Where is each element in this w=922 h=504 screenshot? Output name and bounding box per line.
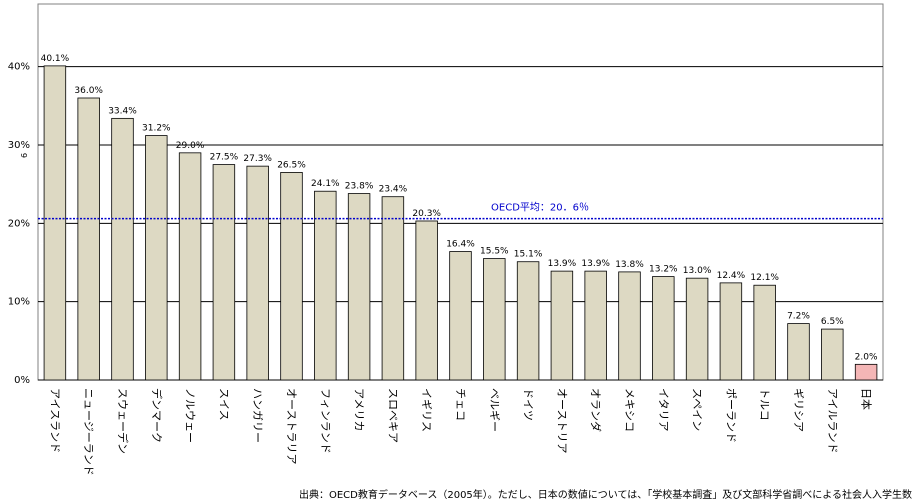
bar <box>43 65 67 381</box>
category-label: メキシコ <box>623 388 636 432</box>
category-label: フィンランド <box>319 388 332 454</box>
bar <box>652 276 675 381</box>
category-label: ハンガリー <box>251 388 264 443</box>
category-label: デンマーク <box>150 388 164 443</box>
category-labels: アイスランド ニュージーランド スウェーデン デンマーク ノルウェー スイス ハンガリー オー… <box>48 388 873 476</box>
category-label: 日本 <box>860 388 874 410</box>
category-label: ポーランド <box>724 388 737 443</box>
y-axis-ticks: 0% 10% 20% 30% 40% <box>8 62 30 386</box>
category-label: オーストリア <box>555 388 568 453</box>
data-label: 29.0% <box>176 141 205 151</box>
category-label: ベルギー <box>488 388 501 432</box>
data-label: 23.4% <box>379 185 408 195</box>
oecd-average-line: OECD平均：20．6％ <box>38 202 883 220</box>
bar <box>618 271 641 381</box>
y-tick-label: 40% <box>8 62 30 73</box>
y-tick-label: 10% <box>8 297 30 308</box>
category-label: アイルランド <box>826 388 839 453</box>
bar <box>77 97 100 381</box>
data-label: 16.4% <box>446 240 475 250</box>
data-label: 12.4% <box>717 271 746 281</box>
bar <box>719 282 743 381</box>
bar <box>347 193 371 381</box>
data-label: 13.0% <box>683 266 712 276</box>
bar <box>246 165 269 381</box>
stray-axis-mark: 6 <box>20 153 29 158</box>
bar <box>314 190 337 381</box>
bar <box>449 251 472 381</box>
bar <box>584 270 607 381</box>
category-label: アメリカ <box>353 388 366 431</box>
category-label: チェコ <box>454 388 467 421</box>
data-label: 13.9% <box>581 259 610 269</box>
data-label: 23.8% <box>345 182 374 192</box>
data-label: 31.2% <box>142 124 171 134</box>
y-tick-label: 20% <box>8 218 30 229</box>
data-label: 33.4% <box>108 106 137 116</box>
data-labels: 40.1% 36.0% 33.4% 31.2% 29.0% 27.5% 27.3% 26.5%… <box>41 54 878 362</box>
data-label: 13.2% <box>649 265 678 275</box>
category-label: ノルウェー <box>184 388 197 443</box>
category-label: スイス <box>217 388 230 421</box>
data-label: 12.1% <box>750 273 779 283</box>
data-label: 15.5% <box>480 247 509 257</box>
category-label: ドイツ <box>522 388 535 421</box>
category-label: ギリシア <box>792 388 805 432</box>
category-label: トルコ <box>758 388 771 421</box>
data-label: 24.1% <box>311 179 340 189</box>
bar <box>212 164 236 381</box>
y-tick-label: 30% <box>8 140 30 151</box>
category-label: アイスランド <box>48 388 61 453</box>
bar <box>550 270 574 381</box>
bar <box>111 117 134 381</box>
data-label: 6.5% <box>821 317 844 327</box>
bar <box>145 135 168 381</box>
data-label: 40.1% <box>41 54 70 64</box>
bar <box>753 284 776 381</box>
data-label: 15.1% <box>514 250 543 260</box>
data-label: 27.5% <box>210 153 239 163</box>
bar <box>685 277 709 381</box>
data-label: 27.3% <box>243 154 272 164</box>
bar <box>415 220 438 381</box>
category-label: ニュージーランド <box>82 388 95 476</box>
category-label: スペイン <box>691 388 704 431</box>
bar <box>280 172 303 381</box>
data-label: 26.5% <box>277 160 306 170</box>
category-label: イタリア <box>657 388 670 432</box>
data-label: 2.0% <box>855 352 878 362</box>
source-note: 出典：OECD教育データベース（2005年）。ただし、日本の数値については、「学… <box>298 490 912 501</box>
data-label: 7.2% <box>787 312 810 322</box>
category-label: オランダ <box>589 388 603 432</box>
bar <box>787 323 810 381</box>
bar <box>516 261 540 381</box>
bar <box>381 196 405 381</box>
data-label: 13.8% <box>615 260 644 270</box>
bar <box>483 258 506 381</box>
bar <box>821 328 844 381</box>
bar <box>854 363 878 381</box>
data-label: 13.9% <box>548 259 577 269</box>
y-tick-label: 0% <box>14 375 30 386</box>
category-label: スウェーデン <box>116 388 130 454</box>
bars <box>43 65 878 381</box>
category-label: イギリス <box>420 388 433 432</box>
reference-label: OECD平均：20．6％ <box>491 202 589 214</box>
category-label: スロベキア <box>386 388 399 443</box>
data-label: 20.3% <box>412 209 441 219</box>
bar <box>178 152 202 381</box>
category-label: オーストラリア <box>285 388 298 464</box>
data-label: 36.0% <box>74 86 103 96</box>
